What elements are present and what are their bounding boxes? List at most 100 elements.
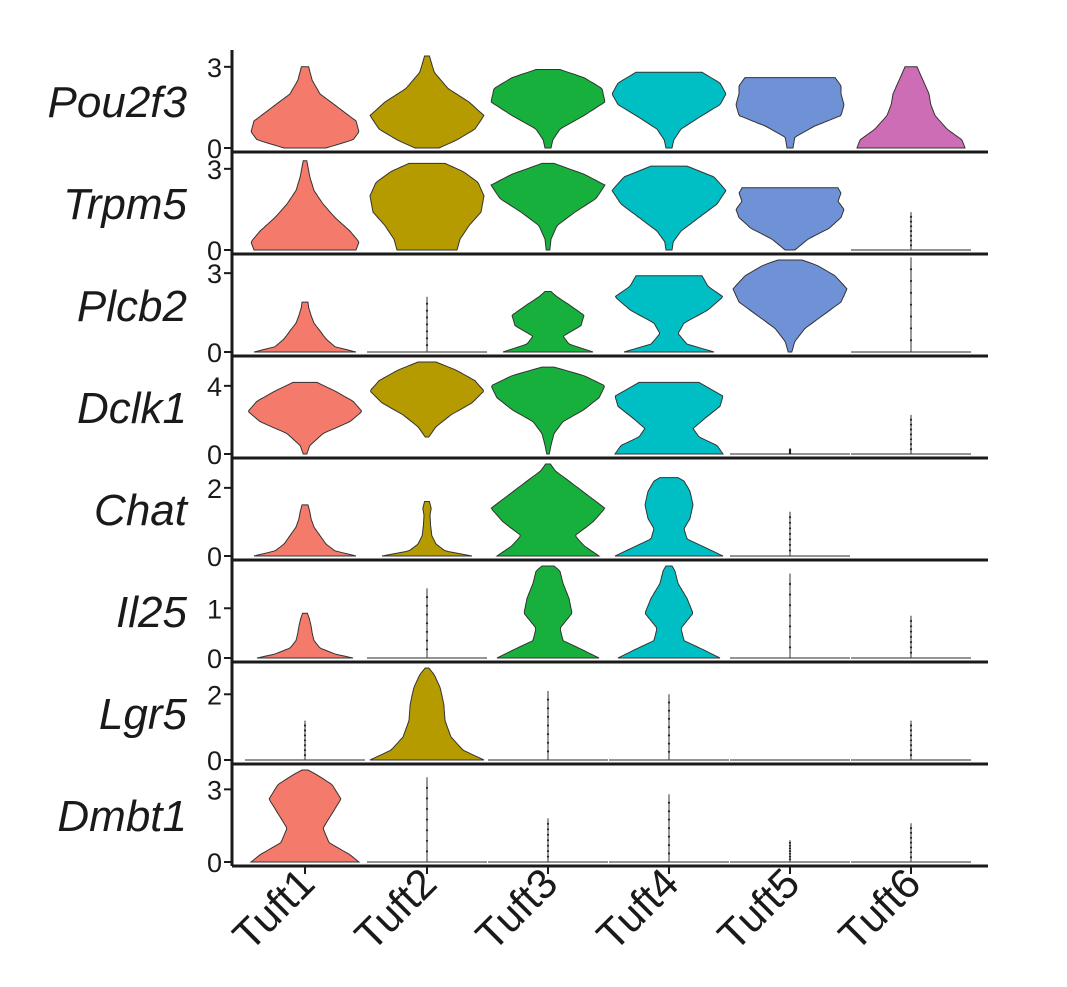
violin-pou2f3-tuft2 (369, 55, 485, 149)
y-tick-label: 0 (207, 134, 222, 164)
violin-il25-tuft5-point (788, 614, 792, 617)
violin-il25-tuft2-point (425, 639, 429, 642)
violin-dmbt1-tuft3-point (546, 822, 550, 826)
violin-il25-tuft6-point (909, 651, 913, 654)
violin-dmbt1-tuft6-point (909, 841, 913, 844)
violin-lgr5-tuft6-point (909, 734, 913, 737)
violin-plcb2-tuft2-point (425, 316, 429, 319)
y-tick-label: 3 (207, 155, 222, 185)
violin-plcb2-tuft2-point (425, 309, 429, 312)
violin-chat-tuft5-point (788, 527, 792, 530)
violin-lgr5-tuft6-point (909, 739, 913, 742)
violin-lgr5-tuft4-point (667, 742, 671, 745)
violin-dmbt1-tuft5-point (788, 858, 792, 861)
y-tick-label: 0 (207, 542, 222, 572)
violin-dclk1-tuft6-point (909, 433, 913, 436)
violin-plcb2-tuft6-point (909, 303, 913, 306)
gene-label-trpm5: Trpm5 (63, 180, 187, 229)
violin-dclk1-tuft2 (370, 361, 484, 438)
violin-dmbt1-tuft4-point (667, 818, 671, 821)
violin-trpm5-tuft3 (490, 162, 606, 251)
violin-pou2f3-tuft5 (735, 77, 845, 149)
gene-label-il25: Il25 (116, 588, 187, 637)
violin-lgr5-tuft4-point (667, 709, 671, 712)
violin-lgr5-tuft1-point (303, 739, 307, 742)
y-tick-label: 3 (207, 259, 222, 289)
violin-lgr5-tuft4-point (667, 701, 671, 704)
violin-dmbt1-tuft6-point (909, 851, 913, 854)
violin-dclk1-tuft4 (614, 381, 724, 455)
violin-dmbt1-tuft5-point (788, 844, 792, 847)
violin-dmbt1-tuft5-point (788, 852, 792, 855)
violin-lgr5-tuft1-point (303, 744, 307, 747)
violin-pou2f3-tuft4 (611, 71, 727, 149)
violin-trpm5-tuft4 (611, 165, 727, 251)
violin-il25-tuft5-point (788, 593, 792, 596)
violin-il25-tuft6-point (909, 646, 913, 649)
y-tick-label: 0 (207, 746, 222, 776)
gene-label-dmbt1: Dmbt1 (57, 792, 187, 841)
violin-dmbt1-tuft3-point (546, 855, 550, 858)
violin-lgr5-tuft6-point (909, 729, 913, 732)
violin-il25-tuft6-point (909, 619, 913, 623)
violin-plcb2-tuft6-point (909, 327, 913, 330)
violin-dclk1-tuft3 (491, 366, 605, 455)
violin-dmbt1-tuft3-point (546, 828, 550, 831)
violin-il25-tuft6-point (909, 625, 913, 628)
x-tick-label-tuft1: Tuft1 (224, 859, 324, 959)
y-tick-label: 0 (207, 644, 222, 674)
violin-dmbt1-tuft4-point (667, 852, 671, 855)
violin-il25-tuft2-point (425, 596, 429, 599)
violin-plcb2-tuft2-point (425, 302, 429, 305)
violin-il25-tuft6-point (909, 635, 913, 639)
y-tick-label: 2 (207, 680, 222, 710)
violin-pou2f3-tuft1 (250, 66, 360, 149)
violin-lgr5-tuft3-point (546, 724, 550, 727)
y-tick-label: 2 (207, 474, 222, 504)
violin-il25-tuft5-point (788, 604, 792, 607)
y-tick-label: 0 (207, 848, 222, 878)
violin-lgr5-tuft1-point (303, 724, 307, 727)
y-tick-label: 4 (207, 372, 222, 402)
violin-dmbt1-tuft1 (249, 769, 361, 863)
violin-il25-tuft6-point (909, 630, 913, 633)
violin-dmbt1-tuft6-point (909, 831, 913, 835)
violin-plcb2-tuft4 (614, 275, 724, 353)
violin-trpm5-tuft6-point (909, 239, 913, 242)
gene-label-pou2f3: Pou2f3 (48, 78, 188, 127)
violin-chat-tuft5-point (788, 521, 792, 524)
violin-il25-tuft4 (617, 565, 721, 659)
violin-dmbt1-tuft4-point (667, 810, 671, 813)
violin-trpm5-tuft6-point (909, 225, 913, 228)
violin-plcb2-tuft1 (253, 301, 357, 353)
violin-dmbt1-tuft6-point (909, 856, 913, 859)
violin-plcb2-tuft2-point (425, 323, 429, 326)
violin-dclk1-tuft6-point (909, 428, 913, 431)
y-tick-label: 1 (207, 594, 222, 624)
violin-lgr5-tuft1-point (303, 749, 307, 752)
violin-dclk1-tuft6-point (909, 448, 913, 451)
violin-dmbt1-tuft2-point (425, 850, 429, 853)
violin-dmbt1-tuft2-point (425, 786, 429, 790)
violin-chat-tuft5-point (788, 516, 792, 519)
violin-dmbt1-tuft2-point (425, 818, 429, 821)
violin-plcb2-tuft6-point (909, 339, 913, 342)
violin-plcb2-tuft3 (502, 291, 594, 353)
violin-dmbt1-tuft3-point (546, 833, 550, 836)
x-tick-label-tuft3: Tuft3 (467, 859, 567, 959)
violin-il25-tuft5-point (788, 625, 792, 628)
violin-dmbt1-tuft5-point (788, 850, 792, 853)
violin-lgr5-tuft4-point (667, 750, 671, 753)
violin-dmbt1-tuft4-point (667, 835, 671, 838)
violin-lgr5-tuft6-point (909, 744, 913, 747)
violin-trpm5-tuft6-point (909, 215, 913, 218)
violin-dclk1-tuft5-point (788, 448, 792, 451)
x-tick-label-tuft4: Tuft4 (588, 859, 688, 959)
x-tick-label-tuft5: Tuft5 (709, 859, 809, 959)
violin-dmbt1-tuft4-point (667, 801, 671, 804)
violin-dmbt1-tuft6-point (909, 846, 913, 849)
violin-dmbt1-tuft3-point (546, 850, 550, 853)
violin-dmbt1-tuft5-point (788, 841, 792, 845)
violin-lgr5-tuft3-point (546, 750, 550, 753)
